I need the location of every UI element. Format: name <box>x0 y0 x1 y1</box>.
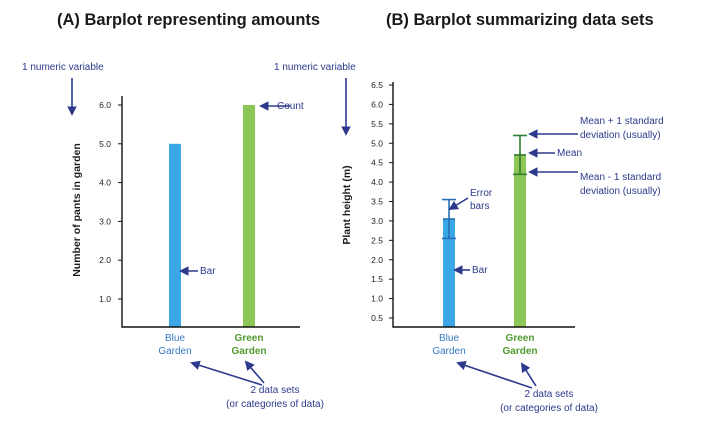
panel-b: (B) Barplot summarizing data sets 1 nume… <box>274 11 664 414</box>
panel-a-tick-label: 2.0 <box>99 255 111 265</box>
panel-b-datasets-arrow-green <box>520 362 537 387</box>
panel-b-tick-label: 3.0 <box>371 216 383 226</box>
panel-b-category-label: Blue <box>439 333 459 344</box>
panel-b-datasets-label-1: 2 data sets <box>525 389 574 400</box>
panel-b-mean-minus-label-2: deviation (usually) <box>580 186 661 197</box>
panel-b-tick-label: 5.5 <box>371 119 383 129</box>
panel-b-tick-label: 1.0 <box>371 294 383 304</box>
panel-b-error-label-2: bars <box>470 201 489 212</box>
panel-b-tick-label: 4.5 <box>371 158 383 168</box>
panel-b-tick-label: 1.5 <box>371 274 383 284</box>
panel-a-tick-label: 1.0 <box>99 294 111 304</box>
panel-a-category-label: Blue <box>165 333 185 344</box>
panel-b-mean-label: Mean <box>557 148 582 159</box>
panel-a-datasets-arrow-green <box>244 360 265 384</box>
panel-a-datasets-label-1: 2 data sets <box>251 385 300 396</box>
panel-a-bar-blue <box>169 143 181 327</box>
panel-b-mean-plus-label-1: Mean + 1 standard <box>580 116 664 127</box>
panel-b-datasets-arrow-blue <box>456 360 533 389</box>
panel-b-numeric-note: 1 numeric variable <box>274 62 356 73</box>
panel-b-error-label-1: Error <box>470 188 493 199</box>
panel-b-axes <box>392 82 575 328</box>
panel-b-bar-green <box>514 154 526 327</box>
panel-b-title: (B) Barplot summarizing data sets <box>386 11 654 29</box>
panel-a-axes <box>121 96 300 328</box>
panel-b-tick-label: 6.0 <box>371 99 383 109</box>
panel-b-tick-label: 5.0 <box>371 138 383 148</box>
panel-b-tick-label: 6.5 <box>371 80 383 90</box>
panel-b-tick-label: 0.5 <box>371 313 383 323</box>
panel-a-y-ticks: 1.0 2.0 3.0 4.0 5.0 6.0 <box>99 100 122 304</box>
panel-a-bars: Blue Garden Green Garden <box>158 105 267 357</box>
panel-a-count-label: Count <box>277 101 304 112</box>
panel-a-category-label: Garden <box>158 346 191 357</box>
panel-b-category-label: Garden <box>432 346 465 357</box>
panel-a-tick-label: 5.0 <box>99 139 111 149</box>
panel-a-y-axis-label: Number of pants in garden <box>71 143 83 277</box>
panel-b-bar-blue <box>443 218 455 327</box>
panel-a-title: (A) Barplot representing amounts <box>57 11 320 29</box>
panel-a-category-label: Garden <box>231 346 266 357</box>
panel-b-y-axis-label: Plant height (m) <box>341 165 353 244</box>
panel-b-mean-minus-label-1: Mean - 1 standard <box>580 172 661 183</box>
panel-a-datasets-arrow-blue <box>190 360 263 386</box>
panel-b-tick-label: 2.0 <box>371 255 383 265</box>
panel-b-y-ticks: 0.5 1.0 1.5 2.0 2.5 3.0 3.5 4.0 4.5 5.0 5.5 6.0 6.5 <box>371 80 393 323</box>
panel-a-datasets-label-2: (or categories of data) <box>226 399 324 410</box>
panel-b-error-arrow <box>448 197 469 211</box>
panel-a-numeric-note: 1 numeric variable <box>22 62 104 73</box>
panel-b-tick-label: 2.5 <box>371 235 383 245</box>
panel-a: (A) Barplot representing amounts 1 numer… <box>22 11 324 410</box>
panel-b-tick-label: 3.5 <box>371 197 383 207</box>
panel-b-category-label: Green <box>506 333 535 344</box>
panel-a-category-label: Green <box>235 333 264 344</box>
panel-b-datasets-label-2: (or categories of data) <box>500 403 598 414</box>
panel-b-category-label: Garden <box>502 346 537 357</box>
panel-b-mean-plus-label-2: deviation (usually) <box>580 130 661 141</box>
panel-b-bar-label: Bar <box>472 265 488 276</box>
panel-a-bar-green <box>243 105 255 327</box>
panel-a-tick-label: 3.0 <box>99 216 111 226</box>
panel-a-bar-label: Bar <box>200 266 216 277</box>
panel-b-bars: Blue Garden Green Garden <box>432 134 538 357</box>
panel-a-tick-label: 4.0 <box>99 178 111 188</box>
panel-a-tick-label: 6.0 <box>99 100 111 110</box>
panel-b-tick-label: 4.0 <box>371 177 383 187</box>
